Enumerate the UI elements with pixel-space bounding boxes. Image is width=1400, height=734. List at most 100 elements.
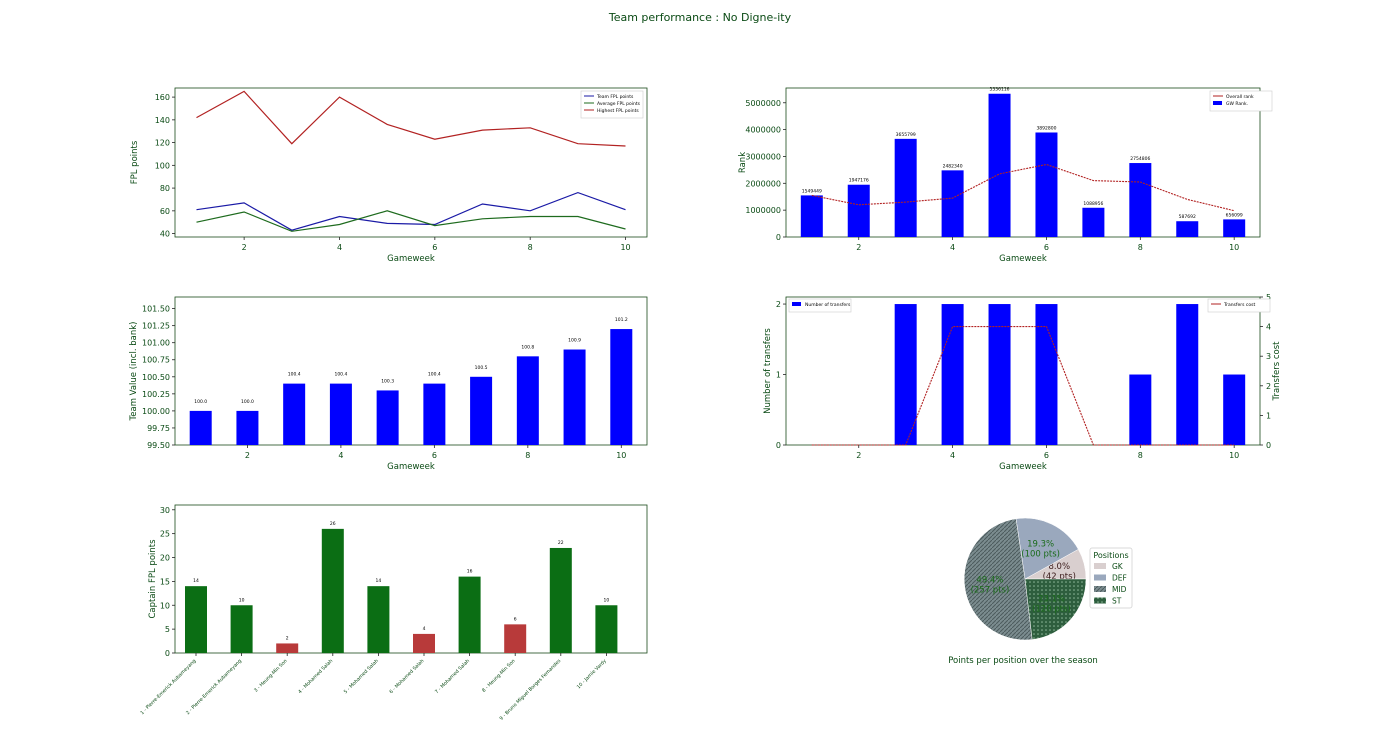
pie-points-label: (42 pts) — [1043, 572, 1076, 582]
rank-bar — [941, 170, 964, 237]
y-tick-label: 0 — [776, 233, 781, 242]
bar-value-label: 10 — [239, 597, 245, 603]
y-axis-label: Rank — [738, 152, 748, 173]
x-tick-label: 2 — [242, 243, 247, 252]
pie-percent-label: 23.1% — [1038, 594, 1065, 604]
x-axis-label: Gameweek — [387, 462, 435, 472]
y-tick-label: 100.25 — [142, 390, 170, 399]
captain-name-label: 1 - Pierre-Emerick Aubameyang — [139, 658, 197, 716]
bar-value-label: 10 — [604, 597, 610, 603]
legend-label: Highest FPL points — [597, 108, 639, 114]
pie-slice-def — [1015, 517, 1079, 580]
y-axis-label: Team Value (incl. bank) — [129, 322, 139, 422]
y2-tick-label: 2 — [1266, 382, 1271, 391]
rank-bar — [1223, 219, 1246, 237]
captain-bar — [230, 605, 253, 653]
y2-tick-label: 5 — [1266, 293, 1271, 302]
y2-axis-label: Transfers cost — [1272, 341, 1282, 402]
plot-frame — [785, 296, 1261, 446]
bar-value-label: 100.0 — [194, 399, 207, 405]
pie-slice-st — [1024, 578, 1087, 640]
pie-legend-swatch — [1094, 563, 1106, 569]
transfer-bar — [1223, 374, 1246, 445]
y-tick-label: 99.50 — [147, 441, 170, 450]
bar-value-label: 1088956 — [1083, 201, 1103, 207]
y-tick-label: 80 — [160, 184, 170, 193]
legend-label: Team FPL points — [596, 94, 634, 100]
captain-name-label: 4 - Mohamed Salah — [297, 658, 334, 695]
value-bar — [376, 390, 399, 445]
transfer-bar — [988, 304, 1011, 445]
pie-legend-label: GK — [1112, 562, 1124, 571]
x-tick-label: 6 — [432, 451, 437, 460]
y-tick-label: 2 — [776, 300, 781, 309]
bar-value-label: 100.4 — [288, 372, 301, 378]
captain-name-label: 8 - Heung-Min Son — [481, 658, 517, 694]
captain-bar — [276, 643, 299, 653]
x-tick-label: 10 — [1229, 451, 1239, 460]
transfers-cost-line — [811, 326, 1235, 446]
y-tick-label: 1000000 — [745, 206, 781, 215]
x-tick-label: 4 — [338, 451, 343, 460]
y-tick-label: 10 — [160, 601, 170, 610]
rank-bar — [894, 138, 917, 237]
x-tick-label: 6 — [1044, 451, 1049, 460]
y-tick-label: 4000000 — [745, 126, 781, 135]
x-tick-label: 10 — [1229, 243, 1239, 252]
captain-bar — [458, 576, 481, 653]
pie-legend-swatch — [1094, 574, 1106, 581]
captain-name-label: 6 - Mohamed Salah — [388, 658, 425, 695]
captain-bar — [321, 528, 344, 653]
value-bar — [236, 410, 259, 445]
x-tick-label: 4 — [950, 451, 955, 460]
pie-points-label: (100 pts) — [1021, 549, 1060, 559]
value-bar — [423, 383, 446, 445]
x-tick-label: 2 — [245, 451, 250, 460]
rank-bar — [800, 195, 823, 237]
y-tick-label: 100.50 — [142, 373, 170, 382]
bar-value-label: 5336116 — [990, 87, 1010, 93]
value-bar — [563, 349, 586, 445]
legend-swatch — [1213, 101, 1222, 105]
y-tick-label: 100.75 — [142, 356, 170, 365]
pie-legend-title: Positions — [1093, 551, 1128, 560]
captain-bar — [367, 586, 390, 653]
bar-value-label: 2 — [286, 635, 289, 641]
y-tick-label: 0 — [165, 649, 170, 658]
value-bar — [470, 376, 493, 445]
rank-bar — [847, 184, 870, 237]
x-tick-label: 8 — [528, 243, 533, 252]
y-tick-label: 0 — [776, 441, 781, 450]
y-tick-label: 101.25 — [142, 322, 170, 331]
captain-bar — [413, 633, 435, 653]
y-tick-label: 99.75 — [147, 424, 170, 433]
x-axis-label: Gameweek — [999, 462, 1047, 472]
fpl-points-chart: 2 4 6 8 10 40 60 80 100 120 140 160 Gameweek FPL poin… — [130, 87, 648, 264]
bar-value-label: 22 — [558, 540, 564, 546]
bar-value-label: 101.2 — [615, 317, 628, 323]
y-tick-label: 120 — [155, 139, 170, 148]
value-bar — [189, 410, 212, 445]
captain-bar — [595, 605, 618, 653]
transfer-bar — [1129, 374, 1152, 445]
captain-bar — [504, 624, 527, 653]
bar-value-label: 1947176 — [849, 178, 869, 184]
bar-value-label: 16 — [467, 569, 473, 575]
y-tick-label: 160 — [155, 93, 170, 102]
value-bar — [329, 383, 352, 445]
x-tick-label: 2 — [856, 451, 861, 460]
pie-title: Points per position over the season — [948, 656, 1098, 666]
x-tick-label: 8 — [1138, 243, 1143, 252]
plot-frame — [174, 296, 648, 446]
plot-frame — [174, 504, 648, 654]
pie-percent-label: 8.0% — [1048, 562, 1070, 572]
bar-value-label: 100.4 — [334, 372, 347, 378]
series-line — [196, 191, 626, 231]
y-tick-label: 3000000 — [745, 152, 781, 161]
bar-value-label: 3892800 — [1036, 125, 1056, 131]
bar-value-label: 100.5 — [475, 365, 488, 371]
bar-value-label: 100.0 — [241, 399, 254, 405]
legend-label: GW Rank. — [1226, 101, 1248, 107]
cost-legend-box — [1207, 298, 1271, 313]
